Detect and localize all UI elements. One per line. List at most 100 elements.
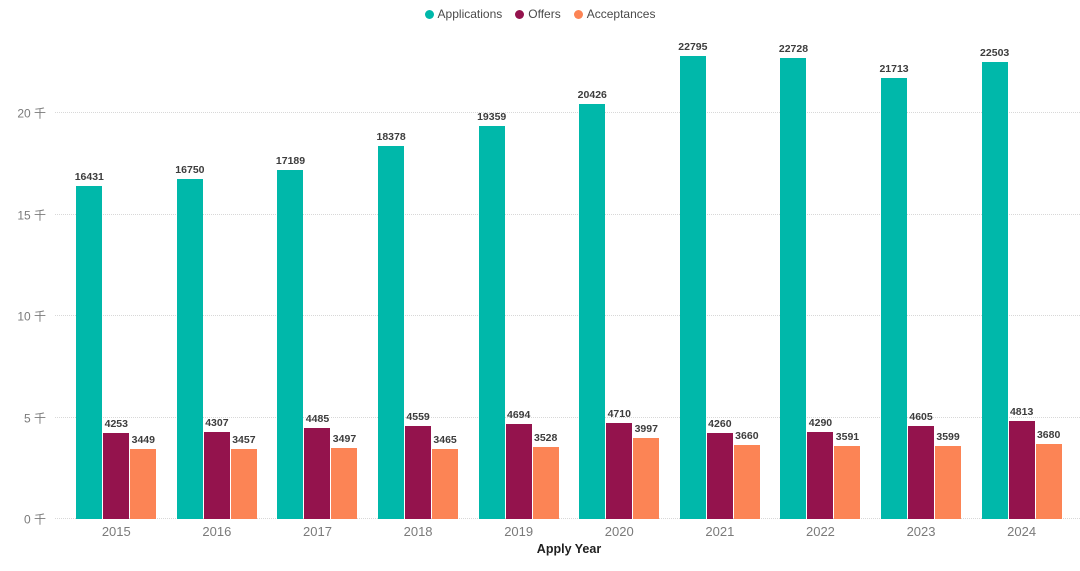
bar-acceptances[interactable] [935,445,962,519]
bar-value-label: 4253 [104,417,128,430]
x-tick-label: 2021 [705,524,735,539]
y-tick-label: 20 千 [17,106,46,121]
bar-value-label: 22503 [980,47,1010,60]
bar-acceptances[interactable] [432,448,459,519]
bar-col-acceptances: 3591 [834,431,861,519]
y-tick-label: 15 千 [17,208,46,223]
bar-acceptances[interactable] [331,448,358,519]
bar-col-applications: 22795 [678,41,707,519]
bar-value-label: 3457 [232,433,256,446]
bar-col-acceptances: 3457 [230,433,257,519]
grid-layer [55,41,1080,519]
bar-offers[interactable] [405,426,432,519]
bar-value-label: 3591 [835,431,860,444]
bar-applications[interactable] [176,179,203,519]
bar-offers[interactable] [606,423,633,519]
bar-acceptances[interactable] [130,449,157,519]
bar-applications[interactable] [881,78,908,519]
bar-col-acceptances: 3449 [130,434,157,519]
bar-value-label: 4290 [808,416,833,429]
bar-applications[interactable] [478,126,505,519]
bar-offers[interactable] [505,423,532,519]
legend-item-acceptances[interactable]: Acceptances [573,7,656,21]
x-tick-label: 2019 [504,524,534,539]
x-tick-label: 2022 [805,524,835,539]
legend-dot-icon [424,9,434,19]
bar-group-2019: 19359 4694 3528 [468,41,569,519]
bar-col-applications: 22503 [980,47,1010,519]
bar-col-acceptances: 3497 [331,433,358,519]
gridline [55,315,1080,317]
bar-value-label: 3599 [936,430,960,443]
legend-item-applications[interactable]: Applications [424,7,503,21]
bar-group-2015: 16431 4253 3449 [66,41,167,519]
y-tick-label: 0 千 [23,512,46,527]
bar-offers[interactable] [103,432,130,519]
bar-acceptances[interactable] [733,444,760,519]
bar-applications[interactable] [981,62,1008,519]
bar-col-offers: 4260 [706,418,733,519]
bar-col-offers: 4307 [203,417,230,519]
bar-offers[interactable] [1008,421,1035,519]
bar-col-applications: 22728 [779,43,808,519]
x-tick-label: 2023 [906,524,936,539]
x-tick-label: 2024 [1007,524,1037,539]
y-tick-label: 10 千 [17,309,46,324]
bar-value-label: 3465 [433,433,457,446]
bar-value-label: 4694 [506,408,531,421]
bar-applications[interactable] [76,185,103,519]
gridline [55,213,1080,215]
bar-applications[interactable] [780,57,807,519]
x-axis: 2015 2016 2017 2018 2019 2020 2021 2022 2023 2024 [66,524,1072,539]
bar-applications[interactable] [679,56,706,519]
bar-value-label: 17189 [275,155,306,168]
bar-applications[interactable] [378,145,405,519]
bar-offers[interactable] [304,427,331,519]
x-tick-label: 2020 [604,524,634,539]
gridline [55,518,1080,519]
bar-group-2017: 17189 4485 3497 [267,41,368,519]
bar-offers[interactable] [706,432,733,519]
bar-offers[interactable] [908,425,935,519]
bar-col-offers: 4694 [505,408,532,519]
bar-value-label: 4813 [1009,406,1034,419]
bar-col-offers: 4605 [908,410,935,519]
legend-label: Offers [528,7,561,21]
x-tick-label: 2015 [101,524,131,539]
bar-value-label: 4605 [909,410,933,423]
bar-applications[interactable] [579,104,606,519]
y-axis: 0 千 5 千 10 千 15 千 20 千 [0,41,46,527]
bar-applications[interactable] [277,170,304,519]
bar-value-label: 3449 [131,434,155,446]
bar-group-2021: 22795 4260 3660 [670,41,771,519]
bar-col-acceptances: 3997 [633,423,660,519]
bar-acceptances[interactable] [633,437,660,519]
x-tick-label: 2016 [202,524,232,539]
bar-group-2022: 22728 4290 3591 [770,41,871,519]
bar-col-acceptances: 3660 [733,430,760,519]
legend-item-offers[interactable]: Offers [515,7,561,21]
bar-acceptances[interactable] [532,447,559,519]
bar-col-acceptances: 3465 [432,433,459,519]
x-tick-label: 2018 [403,524,433,539]
bar-value-label: 21713 [879,63,909,76]
legend-label: Acceptances [586,7,656,21]
bar-group-2023: 21713 4605 3599 [871,41,972,519]
y-tick-label: 5 千 [23,411,46,426]
plot-area: 16431 4253 3449 16750 4307 3457 17189 4485 3497 1… [66,41,1072,519]
bar-value-label: 4485 [305,412,330,425]
bar-value-label: 4559 [406,411,430,424]
bar-acceptances[interactable] [230,448,257,519]
bar-value-label: 3528 [533,432,558,445]
gridline [55,112,1080,114]
bar-offers[interactable] [807,431,834,519]
bar-value-label: 19359 [477,111,507,124]
legend-label: Applications [437,7,503,21]
bar-acceptances[interactable] [1035,444,1062,519]
bar-value-label: 4710 [607,408,631,421]
x-axis-title: Apply Year [536,542,602,556]
bar-group-2020: 20426 4710 3997 [569,41,670,519]
bar-acceptances[interactable] [834,446,861,519]
bar-offers[interactable] [203,431,230,519]
